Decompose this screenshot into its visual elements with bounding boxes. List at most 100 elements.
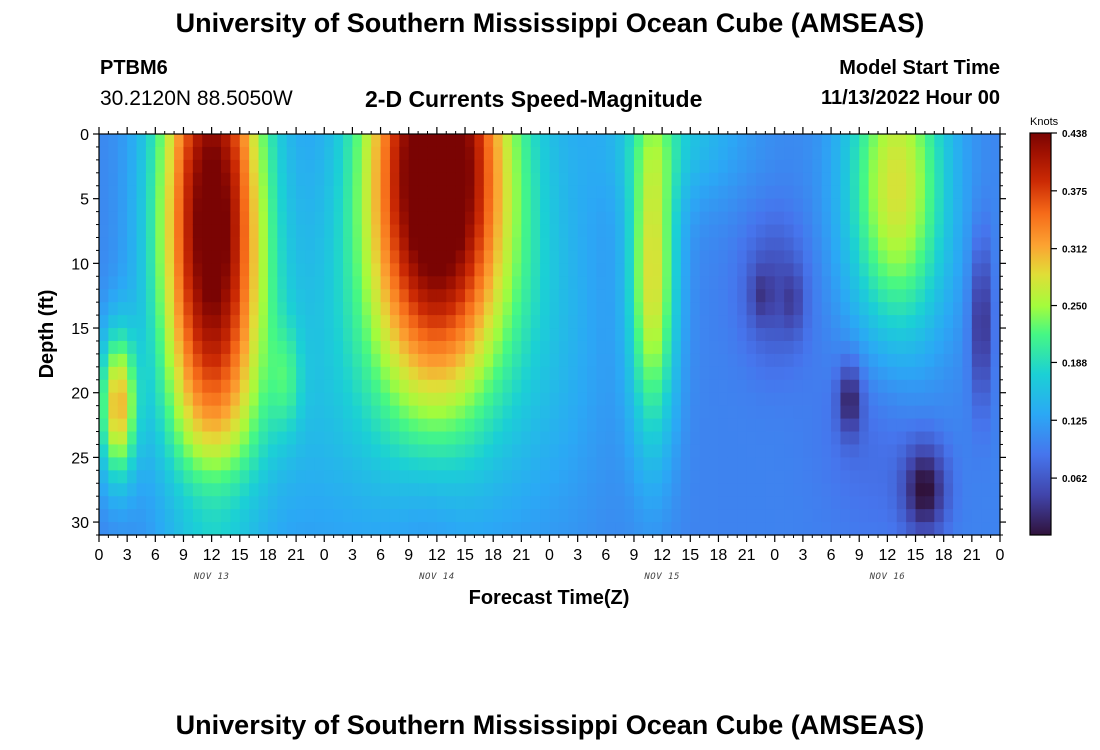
- heatmap-cell: [314, 509, 325, 523]
- heatmap-cell: [164, 185, 175, 200]
- heatmap-cell: [343, 353, 354, 368]
- heatmap-cell: [380, 172, 391, 187]
- heatmap-cell: [465, 185, 476, 200]
- heatmap-cell: [521, 457, 532, 471]
- heatmap-cell: [774, 496, 785, 510]
- heatmap-cell: [192, 509, 203, 523]
- heatmap-cell: [436, 315, 447, 329]
- heatmap-cell: [117, 483, 128, 497]
- heatmap-cell: [230, 198, 241, 213]
- heatmap-cell: [896, 366, 907, 381]
- heatmap-cell: [774, 198, 785, 213]
- heatmap-cell: [849, 418, 860, 433]
- heatmap-cell: [511, 276, 522, 290]
- heatmap-cell: [427, 457, 438, 471]
- heatmap-cell: [493, 470, 504, 484]
- heatmap-cell: [615, 172, 626, 187]
- heatmap-cell: [277, 457, 288, 471]
- heatmap-cell: [868, 457, 879, 471]
- heatmap-cell: [821, 392, 832, 407]
- heatmap-cell: [727, 134, 738, 148]
- heatmap-cell: [596, 224, 607, 239]
- heatmap-cell: [136, 366, 147, 381]
- heatmap-cell: [296, 211, 307, 226]
- heatmap-cell: [474, 509, 485, 523]
- heatmap-cell: [896, 483, 907, 497]
- heatmap-cell: [812, 146, 823, 161]
- heatmap-cell: [652, 134, 663, 148]
- heatmap-cell: [709, 457, 720, 471]
- heatmap-cell: [652, 211, 663, 226]
- heatmap-cell: [343, 457, 354, 471]
- heatmap-cell: [849, 470, 860, 484]
- heatmap-cell: [859, 289, 870, 303]
- heatmap-cell: [812, 172, 823, 187]
- heatmap-cell: [765, 483, 776, 497]
- heatmap-cell: [943, 444, 954, 458]
- heatmap-cell: [436, 289, 447, 303]
- heatmap-cell: [446, 444, 457, 458]
- heatmap-cell: [699, 289, 710, 303]
- heatmap-cell: [361, 418, 372, 433]
- heatmap-cell: [671, 224, 682, 239]
- heatmap-cell: [502, 263, 513, 277]
- heatmap-cell: [361, 444, 372, 458]
- heatmap-cell: [746, 392, 757, 407]
- heatmap-cell: [755, 457, 766, 471]
- heatmap-cell: [399, 405, 410, 420]
- heatmap-cell: [746, 198, 757, 213]
- heatmap-cell: [258, 198, 269, 213]
- heatmap-cell: [446, 289, 457, 303]
- heatmap-cell: [774, 522, 785, 536]
- heatmap-cell: [277, 405, 288, 420]
- heatmap-cell: [558, 315, 569, 329]
- heatmap-cell: [755, 263, 766, 277]
- heatmap-cell: [568, 509, 579, 523]
- heatmap-cell: [296, 315, 307, 329]
- heatmap-cell: [981, 198, 992, 213]
- heatmap-cell: [202, 509, 213, 523]
- heatmap-cell: [662, 392, 673, 407]
- heatmap-cell: [221, 418, 231, 433]
- heatmap-cell: [164, 366, 175, 381]
- heatmap-cell: [211, 224, 222, 239]
- heatmap-cell: [849, 146, 860, 161]
- heatmap-cell: [108, 289, 119, 303]
- heatmap-cell: [633, 263, 644, 277]
- heatmap-cell: [108, 457, 119, 471]
- heatmap-cell: [943, 302, 954, 316]
- heatmap-cell: [483, 315, 494, 329]
- heatmap-cell: [380, 366, 391, 381]
- heatmap-cell: [521, 353, 532, 368]
- heatmap-cell: [389, 250, 400, 264]
- heatmap-cell: [774, 134, 785, 148]
- heatmap-cell: [446, 250, 457, 264]
- heatmap-cell: [877, 431, 888, 446]
- heatmap-cell: [877, 302, 888, 316]
- heatmap-cell: [521, 198, 532, 213]
- heatmap-cell: [511, 392, 522, 407]
- heatmap-cell: [258, 211, 269, 226]
- heatmap-cell: [746, 289, 757, 303]
- heatmap-cell: [690, 263, 701, 277]
- heatmap-cell: [887, 250, 898, 264]
- heatmap-cell: [831, 470, 842, 484]
- heatmap-cell: [709, 470, 720, 484]
- heatmap-cell: [558, 470, 569, 484]
- heatmap-cell: [737, 509, 748, 523]
- heatmap-cell: [887, 444, 898, 458]
- heatmap-cell: [230, 340, 241, 355]
- heatmap-cell: [962, 483, 973, 497]
- heatmap-cell: [333, 444, 344, 458]
- heatmap-cell: [549, 470, 560, 484]
- heatmap-cell: [108, 198, 119, 213]
- heatmap-cell: [221, 263, 231, 277]
- heatmap-cell: [436, 146, 447, 161]
- heatmap-cell: [418, 418, 429, 433]
- heatmap-cell: [774, 405, 785, 420]
- heatmap-cell: [746, 302, 757, 316]
- heatmap-cell: [371, 134, 382, 148]
- heatmap-cell: [249, 289, 260, 303]
- heatmap-cell: [249, 522, 260, 536]
- heatmap-cell: [793, 483, 804, 497]
